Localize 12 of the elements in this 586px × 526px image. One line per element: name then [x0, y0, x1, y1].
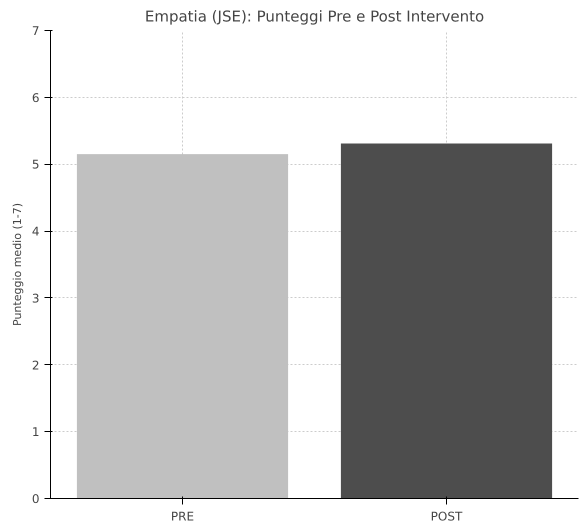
y-tick-label: 1 — [32, 425, 40, 440]
y-tick-label: 3 — [32, 291, 40, 306]
y-tick-label: 2 — [32, 358, 40, 372]
chart-title: Empatia (JSE): Punteggi Pre e Post Intervento — [144, 8, 484, 26]
y-axis-title: Punteggio medio (1-7) — [10, 202, 24, 326]
x-tick-label: PRE — [170, 510, 194, 524]
y-tick-label: 0 — [32, 492, 40, 506]
y-tick-label: 6 — [32, 90, 40, 105]
x-tick-label: POST — [430, 510, 463, 524]
y-tick-label: 4 — [32, 224, 40, 239]
y-tick-label: 7 — [32, 24, 40, 38]
y-tick-label: 5 — [32, 158, 40, 172]
